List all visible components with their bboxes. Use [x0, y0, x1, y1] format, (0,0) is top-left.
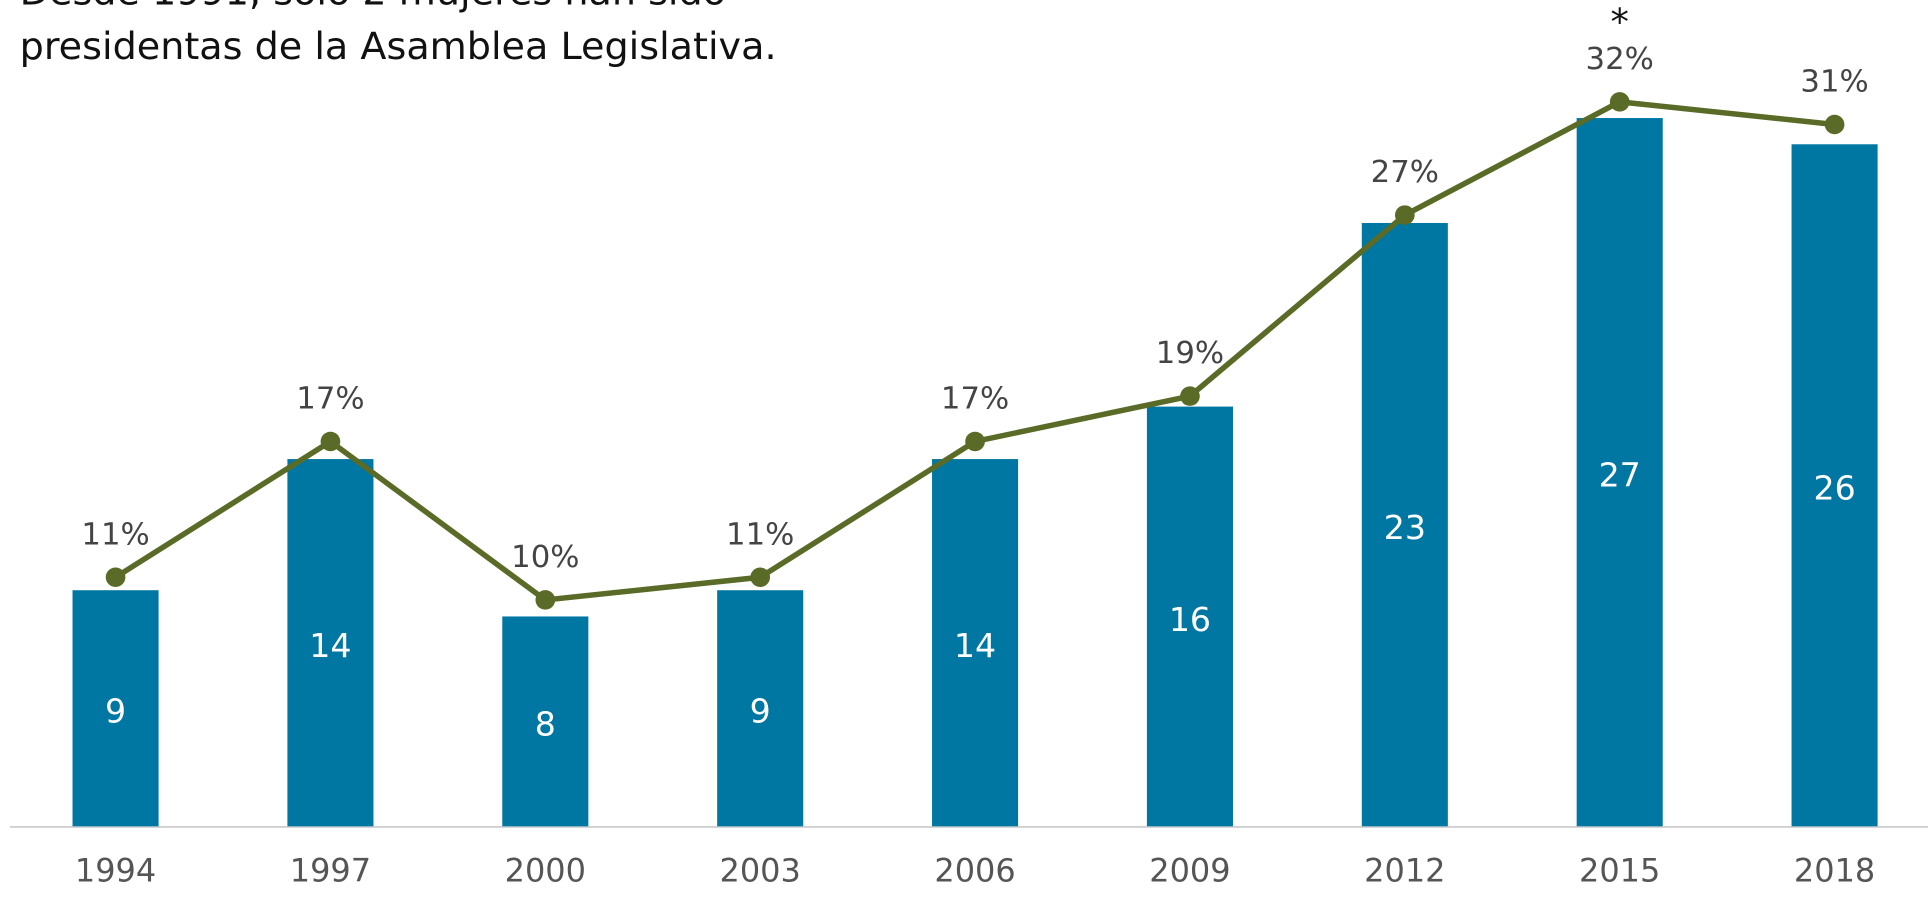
line-value-label: 11%: [726, 517, 794, 552]
line-value-label: 10%: [511, 540, 579, 575]
x-tick-label: 1994: [75, 852, 156, 890]
bar-value-label: 16: [1169, 600, 1211, 639]
x-tick-label: 2006: [934, 852, 1015, 890]
line-point: [1609, 92, 1630, 112]
bar: [932, 459, 1019, 827]
bar: [72, 590, 159, 827]
x-tick-label: 2003: [720, 852, 801, 890]
x-tick-label: 2000: [505, 852, 586, 890]
bar-value-label: 9: [750, 692, 771, 731]
x-tick-label: 2009: [1149, 852, 1230, 890]
line-value-label: 31%: [1800, 65, 1868, 100]
line-point: [750, 567, 771, 588]
line-value-label: 17%: [941, 382, 1009, 417]
x-tick-label: 2012: [1364, 852, 1445, 890]
line-value-label: 11%: [81, 517, 149, 552]
bar: [1791, 144, 1878, 827]
line-point: [1180, 386, 1200, 406]
line-point: [965, 431, 985, 452]
chart-title: presidentas de la Asamblea Legislativa.: [20, 24, 777, 68]
chart-title: Desde 1991, solo 2 mujeres han sido: [20, 0, 726, 13]
bar: [717, 590, 804, 827]
line-point: [105, 567, 126, 588]
annotation: *: [1610, 0, 1628, 43]
line-value-label: 19%: [1156, 336, 1224, 371]
line-value-label: 32%: [1586, 42, 1654, 77]
line-point: [320, 431, 341, 452]
bar: [1146, 406, 1233, 827]
bar-value-label: 27: [1599, 456, 1641, 495]
x-tick-label: 1997: [290, 852, 371, 890]
line-value-label: 17%: [296, 382, 364, 417]
x-tick-label: 2018: [1794, 852, 1875, 890]
bar-value-label: 26: [1813, 469, 1855, 508]
bar-value-label: 14: [954, 626, 996, 665]
bar-value-label: 23: [1384, 508, 1426, 547]
bar-value-label: 8: [535, 705, 556, 744]
x-tick-label: 2015: [1579, 852, 1660, 890]
bar-value-label: 14: [309, 626, 351, 665]
bar: [1361, 222, 1448, 827]
bar: [287, 459, 374, 827]
line-value-label: 27%: [1371, 155, 1439, 190]
line-point: [1394, 205, 1415, 225]
line-point: [1824, 114, 1845, 135]
line-point: [535, 590, 556, 610]
bar: [1576, 118, 1663, 827]
bar-value-label: 9: [105, 692, 126, 731]
bar: [502, 616, 589, 827]
